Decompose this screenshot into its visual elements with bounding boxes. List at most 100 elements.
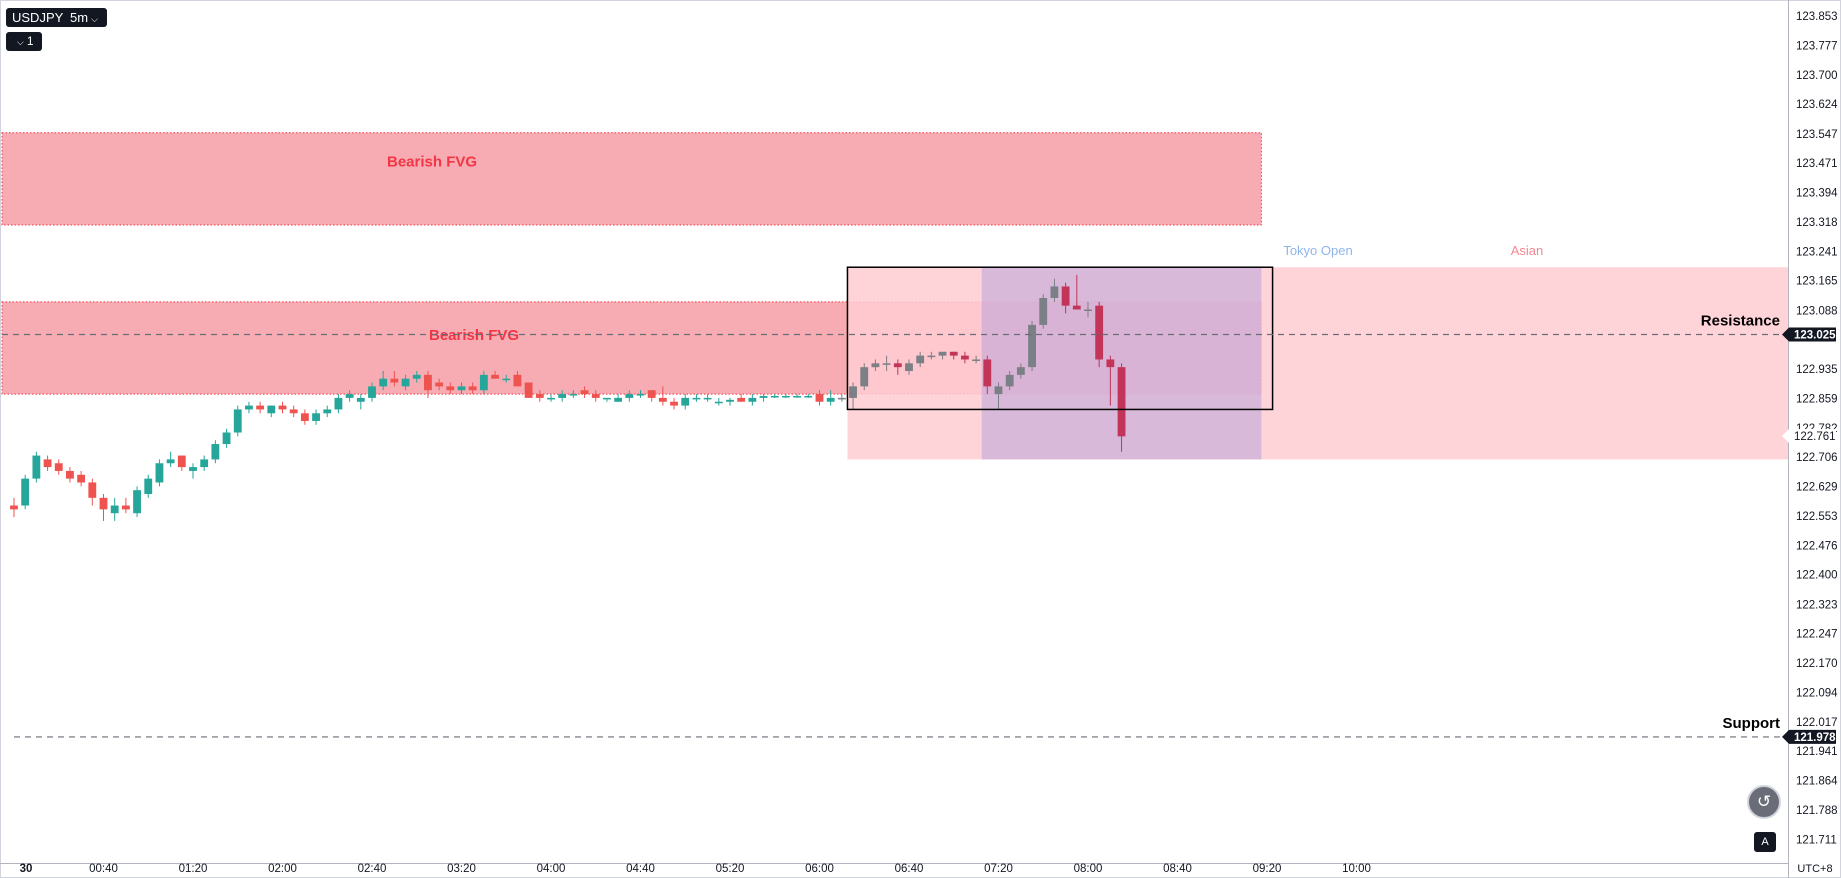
candle-body (692, 397, 701, 400)
last_price-price-label: 122.761 (1794, 431, 1836, 443)
candle-body (547, 397, 555, 400)
candle-body (256, 405, 265, 410)
candle-body (312, 413, 320, 421)
candle-body (222, 432, 231, 445)
chevron-down-icon: ⌵ (17, 37, 24, 47)
candle (468, 382, 477, 395)
price-tick-label: 123.165 (1796, 276, 1838, 288)
bearish-fvg-label: Bearish FVG (429, 327, 519, 344)
candle-body (133, 490, 141, 514)
candle (412, 371, 421, 383)
interval-selector[interactable]: 5m ⌵ (64, 8, 107, 27)
candle-body (826, 397, 835, 402)
candle-body (446, 386, 455, 391)
time-tick-label: 02:00 (268, 863, 297, 875)
candle (647, 390, 656, 402)
candle-body (670, 401, 678, 406)
auto-scale-icon[interactable]: A (1754, 832, 1776, 852)
candle-body (524, 382, 533, 398)
candle-body (1039, 297, 1048, 325)
candle-body (233, 409, 242, 433)
price-tick-label: 123.700 (1796, 70, 1838, 82)
overlays-layer: Resistance Support (2, 266, 1788, 738)
candle-body (267, 405, 276, 414)
time-tick-label: 30 (20, 863, 33, 875)
symbol-chip[interactable]: USDJPY (6, 8, 70, 27)
candle (949, 351, 958, 360)
candle (267, 405, 276, 418)
time-tick-label: 05:20 (716, 863, 745, 875)
resistance-label: Resistance (1701, 312, 1780, 329)
candle (1095, 301, 1104, 368)
price-tick-label: 121.941 (1796, 746, 1838, 758)
price-tick-label: 123.241 (1796, 246, 1838, 258)
candle (1106, 355, 1115, 406)
candle (1005, 371, 1014, 391)
asian-session-label: Asian (1511, 243, 1544, 258)
candle (189, 463, 197, 479)
price-tick-label: 123.471 (1796, 158, 1838, 170)
time-tick-label: 06:40 (895, 863, 924, 875)
candle-body (1061, 286, 1070, 306)
price-tick-label: 122.553 (1796, 511, 1838, 523)
candle-body (770, 395, 779, 398)
candle-body (513, 374, 522, 387)
candle (726, 397, 734, 406)
timezone-label: UTC+8 (1797, 863, 1832, 875)
candle (312, 409, 320, 425)
candle-body (334, 397, 343, 410)
candle (916, 351, 925, 368)
candle (66, 467, 74, 483)
candle-body (1095, 305, 1104, 360)
price-tick-label: 123.853 (1796, 11, 1838, 23)
candle-body (323, 409, 332, 414)
candle-body (938, 351, 947, 356)
chevron-down-icon: ⌵ (91, 14, 98, 24)
candle-body (289, 409, 298, 414)
price-tick-label: 123.624 (1796, 99, 1838, 111)
candle (424, 371, 432, 398)
candle-body (177, 455, 186, 468)
candle-body (994, 386, 1003, 395)
candle (323, 405, 332, 418)
candle (535, 390, 544, 402)
price-tick-label: 122.170 (1796, 658, 1838, 670)
time-tick-label: 04:40 (626, 863, 655, 875)
candle (658, 386, 667, 406)
candle (782, 394, 790, 398)
support-price-label: 121.978 (1794, 732, 1836, 744)
candle (547, 394, 555, 402)
price-tick-label: 122.400 (1796, 570, 1838, 582)
candle (748, 394, 757, 406)
candle (513, 371, 522, 387)
price-tick-label: 122.017 (1796, 717, 1838, 729)
price-tick-label: 123.394 (1796, 188, 1838, 200)
candle-body (882, 363, 891, 365)
candle-body (535, 394, 544, 398)
layers-toggle[interactable]: ⌵ 1 (6, 32, 42, 51)
candle-body (591, 394, 600, 398)
last_price-price-flag (1782, 428, 1836, 443)
scroll-back-icon[interactable]: ↺ (1747, 785, 1781, 819)
bearish-fvg-zone (1, 132, 1262, 226)
candle (905, 359, 913, 375)
resistance-price-label: 123.025 (1794, 329, 1836, 341)
candle-body (837, 397, 846, 400)
candle-body (625, 394, 634, 398)
candle-body (782, 395, 790, 398)
candle-body (983, 359, 992, 387)
candle (278, 401, 287, 414)
candle (401, 374, 410, 391)
time-tick-label: 09:20 (1253, 863, 1282, 875)
candle (345, 390, 354, 402)
candle-body (1117, 367, 1126, 437)
candle (10, 497, 18, 518)
candle-body (54, 463, 63, 471)
candle (379, 371, 388, 391)
support-label: Support (1723, 715, 1781, 732)
candle-body (905, 363, 913, 371)
candle-body (468, 386, 477, 391)
candle (121, 497, 130, 514)
